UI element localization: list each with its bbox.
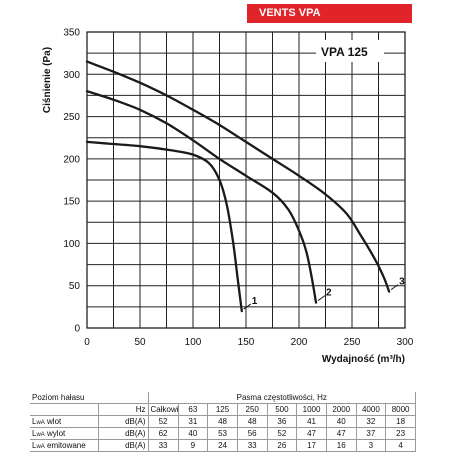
x-tick-label: 50 [134,337,146,348]
noise-hz-unit: Hz [97,403,149,416]
noise-row: LwA wlot dB(A) 52 31 48 48 36 41 40 32 18 [30,415,416,428]
noise-value-cell: 40 [177,427,209,440]
y-tick-label: 100 [63,239,80,250]
brand-banner: VENTS VPA [247,4,412,23]
series-curve-3 [85,60,391,293]
noise-column-header: Całkowita [147,403,179,416]
noise-value-cell: 16 [325,439,357,452]
y-tick-label: 300 [63,70,80,81]
noise-value-cell: 33 [236,439,268,452]
noise-left-title: Poziom hałasu [30,392,149,404]
x-tick-label: 200 [291,337,308,348]
noise-value-cell: 17 [296,439,327,452]
x-tick-label: 100 [185,337,202,348]
noise-column-header: 125 [207,403,238,416]
x-tick-label: 250 [344,337,361,348]
noise-row-label: LwA emitowane [30,439,99,452]
series-label-1: 1 [252,296,258,307]
y-tick-label: 200 [63,154,80,165]
noise-value-cell: 48 [236,415,268,428]
noise-value-cell: 47 [296,427,327,440]
noise-bands-title: Pasma częstotliwości, Hz [147,392,417,404]
noise-value-cell: 53 [207,427,238,440]
noise-value-cell: 33 [147,439,179,452]
noise-row: LwA wylot dB(A) 62 40 53 56 52 47 47 37 23 [30,427,416,440]
x-tick-label: 0 [84,337,90,348]
x-tick-label: 150 [238,337,255,348]
title-box [316,40,384,62]
y-axis-label: Ciśnienie (Pa) [42,47,53,113]
noise-value-cell: 37 [355,427,387,440]
chart-title: VPA 125 [321,45,368,59]
noise-value-cell: 40 [325,415,357,428]
y-tick-label: 250 [63,112,80,123]
noise-column-header: 4000 [355,403,387,416]
x-axis-label: Wydajność (m³/h) [322,354,405,365]
series-label-3: 3 [399,277,405,288]
noise-value-cell: 31 [177,415,209,428]
noise-header-blank [30,403,98,416]
noise-value-cell: 26 [266,439,298,452]
noise-column-header: 8000 [385,403,416,416]
series-curve-1 [85,140,243,313]
noise-value-cell: 24 [207,439,238,452]
noise-value-cell: 47 [325,427,357,440]
noise-value-cell: 48 [207,415,238,428]
series-leader-1 [243,303,252,310]
tick-layer: 0 50 100 150 200 250 300 0 50 100 150 200 250 300 350 [63,28,413,349]
label-layer: 1 2 3 [243,277,405,310]
noise-column-header: 500 [266,403,298,416]
noise-column-header-row: Hz Całkowita631252505001000200040008000 [30,403,416,416]
noise-row-label: LwA wlot [30,415,99,428]
y-tick-label: 150 [63,197,80,208]
noise-value-cell: 4 [385,439,416,452]
grid-layer [87,32,405,328]
series-leader-2 [317,295,326,302]
series-layer [85,60,391,313]
series-curve-2 [85,90,318,304]
noise-row: LwA emitowane dB(A) 33 9 24 33 26 17 16 3 4 [30,439,416,452]
noise-table-body: LwA wlot dB(A) 52 31 48 48 36 41 40 32 18 LwA wylot… [30,415,416,452]
noise-value-cell: 56 [236,427,268,440]
y-tick-label: 350 [63,28,80,39]
noise-value-cell: 41 [296,415,327,428]
noise-value-cell: 18 [385,415,416,428]
noise-value-cell: 3 [355,439,387,452]
y-tick-label: 0 [74,324,80,335]
noise-value-cell: 36 [266,415,298,428]
noise-column-header: 1000 [296,403,327,416]
noise-value-cell: 52 [147,415,179,428]
noise-table: Poziom hałasu Pasma częstotliwości, Hz H… [30,392,417,452]
noise-row-unit: dB(A) [97,427,149,440]
series-leader-3 [390,284,399,291]
noise-row-unit: dB(A) [97,415,149,428]
noise-value-cell: 23 [385,427,416,440]
noise-value-cell: 52 [266,427,298,440]
series-label-2: 2 [326,288,332,299]
noise-column-header: 250 [236,403,268,416]
noise-value-cell: 9 [177,439,209,452]
noise-row-label: LwA wylot [30,427,99,440]
y-tick-label: 50 [69,281,81,292]
x-tick-label: 300 [397,337,414,348]
noise-column-header: 63 [177,403,209,416]
noise-value-cell: 32 [355,415,387,428]
noise-value-cell: 62 [147,427,179,440]
noise-column-header: 2000 [325,403,357,416]
noise-row-unit: dB(A) [97,439,149,452]
pressure-flow-chart: 0 50 100 150 200 250 300050100150200250300350 … [42,28,414,366]
